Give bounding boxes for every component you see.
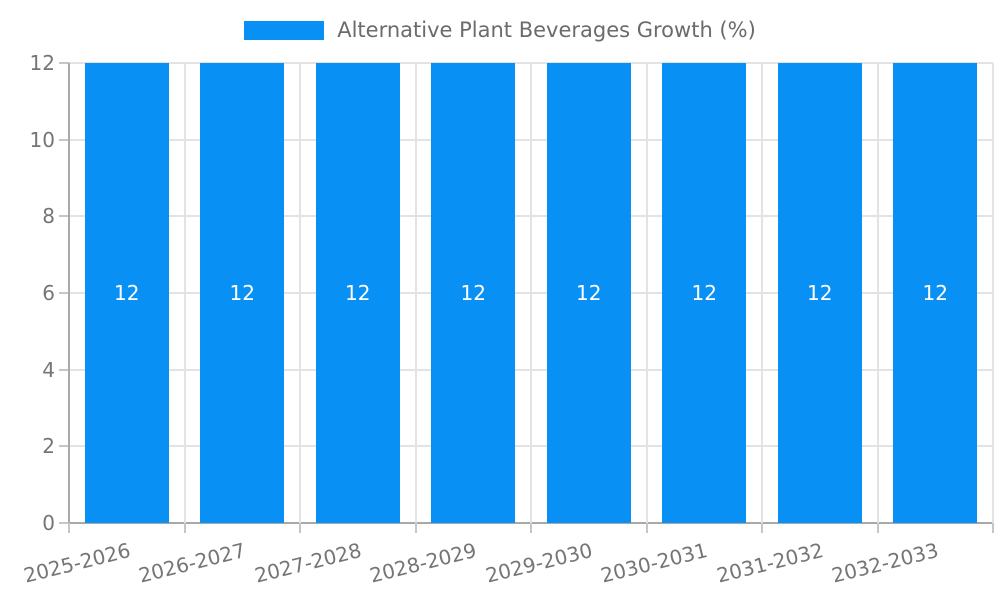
bar-value-label: 12 bbox=[114, 281, 140, 305]
bar: 12 bbox=[84, 63, 169, 523]
gridline-vertical bbox=[530, 63, 532, 523]
legend-label[interactable]: Alternative Plant Beverages Growth (%) bbox=[337, 18, 756, 42]
gridline-vertical bbox=[645, 63, 648, 523]
gridline-vertical bbox=[992, 63, 994, 523]
x-tick-mark bbox=[299, 523, 301, 533]
bar-value-label: 12 bbox=[922, 281, 948, 305]
bar-value-label: 12 bbox=[807, 281, 833, 305]
y-axis-line bbox=[68, 63, 70, 523]
y-tick-label: 0 bbox=[42, 511, 55, 535]
x-tick-mark bbox=[645, 523, 648, 533]
x-tick-mark bbox=[68, 523, 70, 533]
bar-value-label: 12 bbox=[229, 281, 255, 305]
y-tick-mark bbox=[59, 445, 69, 448]
bar: 12 bbox=[200, 63, 285, 523]
y-tick-label: 6 bbox=[42, 281, 55, 305]
y-tick-mark bbox=[59, 292, 69, 294]
gridline-vertical bbox=[876, 63, 879, 523]
gridline-vertical bbox=[414, 63, 417, 523]
legend-swatch[interactable] bbox=[244, 20, 325, 40]
y-tick-mark bbox=[59, 138, 69, 141]
y-tick-label: 4 bbox=[42, 357, 55, 382]
gridline-vertical bbox=[761, 63, 763, 523]
x-tick-mark bbox=[876, 523, 879, 533]
gridline-vertical bbox=[183, 63, 186, 523]
bar: 12 bbox=[893, 63, 978, 523]
y-tick-mark bbox=[59, 62, 69, 64]
bar: 12 bbox=[546, 63, 631, 523]
y-tick-mark bbox=[59, 522, 69, 524]
gridline-vertical bbox=[299, 63, 301, 523]
bar: 12 bbox=[662, 63, 747, 523]
x-tick-mark bbox=[183, 523, 186, 533]
x-tick-mark bbox=[992, 523, 994, 533]
y-tick-label: 8 bbox=[42, 204, 55, 229]
bar-value-label: 12 bbox=[691, 281, 717, 305]
bar: 12 bbox=[777, 63, 862, 523]
bar-value-label: 12 bbox=[345, 281, 371, 305]
y-tick-mark bbox=[59, 215, 69, 218]
bar: 12 bbox=[315, 63, 400, 523]
y-tick-mark bbox=[59, 368, 69, 371]
y-tick-label: 12 bbox=[29, 51, 55, 75]
x-tick-mark bbox=[761, 523, 763, 533]
bar-value-label: 12 bbox=[576, 281, 602, 305]
bar: 12 bbox=[431, 63, 516, 523]
bar-value-label: 12 bbox=[460, 281, 486, 305]
x-tick-mark bbox=[530, 523, 532, 533]
chart-legend[interactable]: Alternative Plant Beverages Growth (%) bbox=[0, 18, 1000, 42]
y-tick-label: 10 bbox=[29, 127, 55, 152]
y-tick-label: 2 bbox=[42, 434, 55, 459]
x-tick-mark bbox=[414, 523, 417, 533]
